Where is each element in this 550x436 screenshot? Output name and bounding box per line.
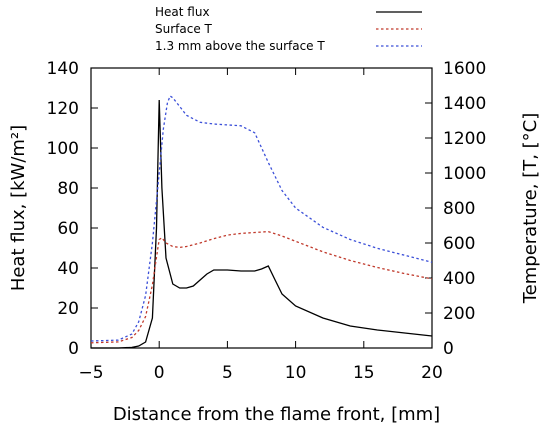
y-axis-title-left: Heat flux, [kW/m²] (8, 125, 29, 291)
y2-tick-label: 1400 (443, 94, 486, 114)
legend: Heat flux Surface T 1.3 mm above the surfa… (155, 5, 422, 53)
y2-tick-label: 200 (443, 304, 475, 324)
y-axis-left: 0 20 40 60 80 100 120 140 (47, 59, 98, 359)
x-tick-label: −5 (78, 363, 103, 383)
series-line-3 (90, 95, 433, 342)
y-tick-label: 0 (68, 339, 79, 359)
y2-tick-label: 1600 (443, 59, 486, 79)
x-tick-label: 5 (222, 363, 233, 383)
legend-label-1: Heat flux (155, 5, 210, 19)
legend-label-2: Surface T (155, 22, 213, 36)
y-axis-right: 0 200 400 600 800 1000 1200 1400 1600 (425, 59, 486, 359)
x-tick-label: 15 (353, 363, 375, 383)
plot-frame (90, 67, 433, 349)
y-tick-label: 100 (47, 139, 79, 159)
y-tick-label: 140 (47, 59, 79, 79)
y-axis-title-right: Temperature, [T, [°C] (520, 113, 541, 305)
y2-tick-label: 600 (443, 234, 475, 254)
y-tick-label: 40 (57, 259, 79, 279)
x-axis: −5 0 5 10 15 20 (78, 68, 443, 383)
x-tick-label: 0 (154, 363, 165, 383)
y-tick-label: 80 (57, 179, 79, 199)
y-tick-label: 20 (57, 299, 79, 319)
x-tick-label: 10 (285, 363, 307, 383)
y-tick-label: 60 (57, 219, 79, 239)
series-line-2 (90, 230, 433, 344)
x-axis-title: Distance from the flame front, [mm] (113, 404, 440, 425)
legend-label-3: 1.3 mm above the surface T (155, 39, 325, 53)
y2-tick-label: 1000 (443, 164, 486, 184)
y2-tick-label: 800 (443, 199, 475, 219)
x-tick-label: 20 (421, 363, 443, 383)
y-tick-label: 120 (47, 99, 79, 119)
series-layer (90, 95, 433, 349)
series-line-1 (91, 99, 433, 349)
y2-tick-label: 1200 (443, 129, 486, 149)
y2-tick-label: 0 (443, 339, 454, 359)
y2-tick-label: 400 (443, 269, 475, 289)
